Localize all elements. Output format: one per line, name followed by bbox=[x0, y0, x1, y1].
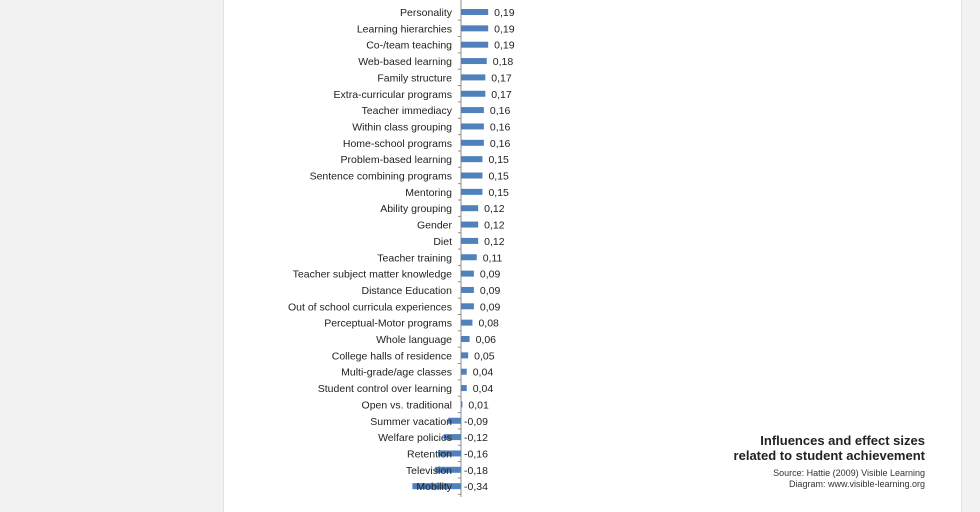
bar-20 bbox=[461, 336, 470, 342]
bar-5 bbox=[461, 90, 486, 97]
bar-19 bbox=[461, 319, 473, 326]
category-label-3: Web-based learning bbox=[358, 56, 452, 68]
caption-title-line-2: related to student achievement bbox=[733, 448, 925, 463]
bar-10 bbox=[461, 172, 483, 179]
value-label-1: 0,19 bbox=[494, 23, 515, 35]
category-label-1: Learning hierarchies bbox=[357, 23, 452, 35]
bar-28 bbox=[435, 466, 461, 473]
category-label-21: College halls of residence bbox=[332, 350, 452, 362]
bar-16 bbox=[461, 270, 474, 277]
value-label-20: 0,06 bbox=[476, 334, 497, 346]
category-label-23: Student control over learning bbox=[318, 383, 452, 395]
category-label-19: Perceptual-Motor programs bbox=[324, 318, 452, 330]
bar-26 bbox=[443, 434, 461, 441]
bar-9 bbox=[461, 156, 483, 163]
bar-18 bbox=[461, 303, 474, 310]
bar-13 bbox=[461, 221, 479, 228]
value-label-8: 0,16 bbox=[490, 138, 511, 150]
value-label-29: -0,34 bbox=[464, 481, 488, 493]
value-label-10: 0,15 bbox=[488, 171, 509, 183]
category-label-20: Whole language bbox=[376, 334, 452, 346]
value-label-9: 0,15 bbox=[488, 154, 509, 166]
bar-4 bbox=[461, 74, 486, 81]
effect-size-bar-chart: Personality 0,19 Learning hierarchies 0,19 C… bbox=[288, 0, 515, 497]
bar-15 bbox=[461, 254, 477, 261]
value-label-12: 0,12 bbox=[484, 203, 505, 215]
value-label-13: 0,12 bbox=[484, 220, 505, 232]
value-label-6: 0,16 bbox=[490, 105, 511, 117]
bar-11 bbox=[461, 188, 483, 195]
category-label-22: Multi-grade/age classes bbox=[341, 367, 452, 379]
category-label-16: Teacher subject matter knowledge bbox=[293, 269, 452, 281]
value-label-17: 0,09 bbox=[480, 285, 501, 297]
bar-27 bbox=[438, 450, 461, 457]
category-label-28: Television bbox=[406, 465, 452, 477]
category-label-9: Problem-based learning bbox=[341, 154, 453, 166]
category-label-27: Retention bbox=[407, 448, 452, 460]
caption-source-line: Source: Hattie (2009) Visible Learning bbox=[773, 468, 925, 478]
caption-diagram-line: Diagram: www.visible-learning.org bbox=[788, 479, 925, 489]
value-label-19: 0,08 bbox=[478, 318, 499, 330]
value-label-22: 0,04 bbox=[473, 367, 494, 379]
value-label-11: 0,15 bbox=[488, 187, 509, 199]
category-label-26: Welfare policies bbox=[378, 432, 452, 444]
bar-17 bbox=[461, 286, 474, 293]
category-label-10: Sentence combining programs bbox=[310, 171, 452, 183]
value-label-14: 0,12 bbox=[484, 236, 505, 248]
bar-14 bbox=[461, 237, 479, 244]
bar-8 bbox=[461, 139, 484, 146]
category-label-6: Teacher immediacy bbox=[362, 105, 453, 117]
value-label-16: 0,09 bbox=[480, 269, 501, 281]
bar-29 bbox=[412, 483, 461, 490]
value-label-0: 0,19 bbox=[494, 7, 515, 19]
bar-23 bbox=[461, 385, 467, 392]
category-label-2: Co-/team teaching bbox=[366, 40, 452, 52]
bar-22 bbox=[461, 368, 467, 375]
category-label-4: Family structure bbox=[377, 72, 452, 84]
category-label-25: Summer vacation bbox=[370, 416, 452, 428]
value-label-26: -0,12 bbox=[464, 432, 488, 444]
category-label-13: Gender bbox=[417, 220, 453, 232]
category-label-24: Open vs. traditional bbox=[362, 399, 452, 411]
category-label-12: Ability grouping bbox=[380, 203, 452, 215]
value-label-23: 0,04 bbox=[473, 383, 494, 395]
value-label-25: -0,09 bbox=[464, 416, 488, 428]
category-label-29: Mobility bbox=[416, 481, 452, 493]
value-label-5: 0,17 bbox=[491, 89, 512, 101]
bar-12 bbox=[461, 205, 479, 212]
bar-24 bbox=[461, 401, 463, 408]
category-label-5: Extra-curricular programs bbox=[334, 89, 452, 101]
category-label-0: Personality bbox=[400, 7, 453, 19]
category-label-7: Within class grouping bbox=[352, 121, 452, 133]
bar-0 bbox=[461, 9, 489, 15]
bar-1 bbox=[461, 25, 489, 32]
category-label-14: Diet bbox=[433, 236, 452, 248]
value-label-21: 0,05 bbox=[474, 350, 495, 362]
value-label-7: 0,16 bbox=[490, 121, 511, 133]
value-label-3: 0,18 bbox=[493, 56, 514, 68]
value-label-15: 0,11 bbox=[483, 252, 503, 264]
value-label-2: 0,19 bbox=[494, 40, 515, 52]
chart-caption-title: Influences and effect sizes related to s… bbox=[665, 433, 925, 463]
category-label-15: Teacher training bbox=[377, 252, 452, 264]
caption-title-line-1: Influences and effect sizes bbox=[760, 433, 925, 448]
value-label-24: 0,01 bbox=[468, 399, 489, 411]
value-label-28: -0,18 bbox=[464, 465, 488, 477]
value-label-4: 0,17 bbox=[491, 72, 512, 84]
bar-3 bbox=[461, 58, 487, 65]
category-label-11: Mentoring bbox=[405, 187, 452, 199]
chart-caption-source: Source: Hattie (2009) Visible Learning D… bbox=[665, 468, 925, 490]
bar-21 bbox=[461, 352, 469, 359]
bar-6 bbox=[461, 107, 484, 114]
bar-2 bbox=[461, 41, 489, 48]
chart-panel: Personality 0,19 Learning hierarchies 0,19 C… bbox=[223, 0, 962, 512]
value-label-27: -0,16 bbox=[464, 448, 488, 460]
bar-25 bbox=[448, 417, 461, 424]
bar-7 bbox=[461, 123, 484, 130]
category-label-17: Distance Education bbox=[362, 285, 453, 297]
value-label-18: 0,09 bbox=[480, 301, 501, 313]
category-label-18: Out of school curricula experiences bbox=[288, 301, 452, 313]
category-label-8: Home-school programs bbox=[343, 138, 452, 150]
